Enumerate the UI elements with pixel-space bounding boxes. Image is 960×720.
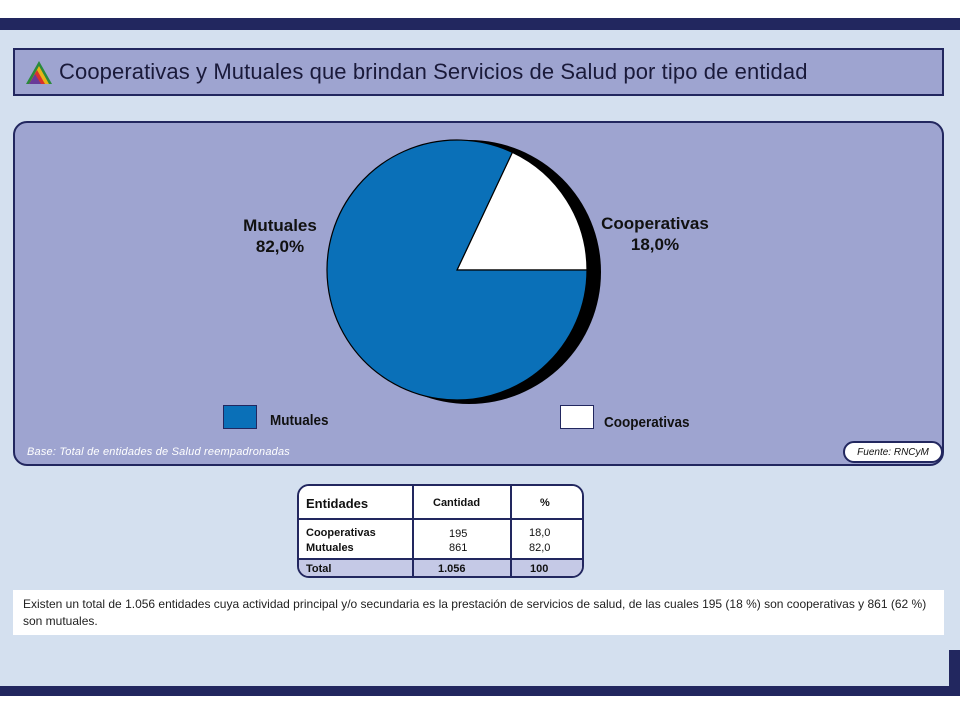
pie-slice-mutuales <box>326 139 588 401</box>
summary-text: Existen un total de 1.056 entidades cuya… <box>13 590 944 635</box>
chart-panel: Mutuales 82,0% Cooperativas 18,0% Mutual… <box>13 121 944 466</box>
table-row-cantidad: 861 <box>449 542 468 554</box>
table-total-label: Total <box>306 563 332 575</box>
legend-swatch-mutuales <box>223 405 257 429</box>
pie-slice-cooperativas <box>456 151 588 271</box>
top-rule <box>0 18 960 30</box>
bottom-margin <box>0 696 960 720</box>
side-rule <box>949 650 960 696</box>
base-note: Base: Total de entidades de Salud reempa… <box>27 446 290 458</box>
table-row-cantidad: 195 <box>449 528 468 540</box>
table-header-entidades: Entidades <box>306 496 369 511</box>
tri-logo-icon <box>26 61 52 84</box>
data-table: Entidades Cantidad % Cooperativas 195 18… <box>297 484 584 578</box>
slice-label-mutuales: Mutuales 82,0% <box>243 216 317 256</box>
slice-label-cooperativas: Cooperativas 18,0% <box>601 214 709 254</box>
table-total-pct: 100 <box>530 563 549 575</box>
source-badge: Fuente: RNCyM <box>843 441 943 463</box>
bottom-rule <box>0 686 960 696</box>
table-header-row <box>299 486 582 520</box>
table-header-pct: % <box>540 497 550 509</box>
table-header-cantidad: Cantidad <box>433 497 481 509</box>
table-row-pct: 82,0 <box>529 542 551 554</box>
legend-swatch-cooperativas <box>560 405 594 429</box>
legend-label-mutuales: Mutuales <box>270 412 329 429</box>
page-title: Cooperativas y Mutuales que brindan Serv… <box>59 59 808 84</box>
table-divider <box>510 486 512 576</box>
table-divider <box>412 486 414 576</box>
table-row-label: Cooperativas <box>306 527 376 539</box>
legend-label-cooperativas: Cooperativas <box>604 414 690 431</box>
top-margin <box>0 0 960 18</box>
table-total-cantidad: 1.056 <box>438 563 466 575</box>
table-row-label: Mutuales <box>306 542 354 554</box>
pie-chart <box>326 139 601 404</box>
table-row-pct: 18,0 <box>529 527 551 539</box>
title-bar: Cooperativas y Mutuales que brindan Serv… <box>13 48 944 96</box>
